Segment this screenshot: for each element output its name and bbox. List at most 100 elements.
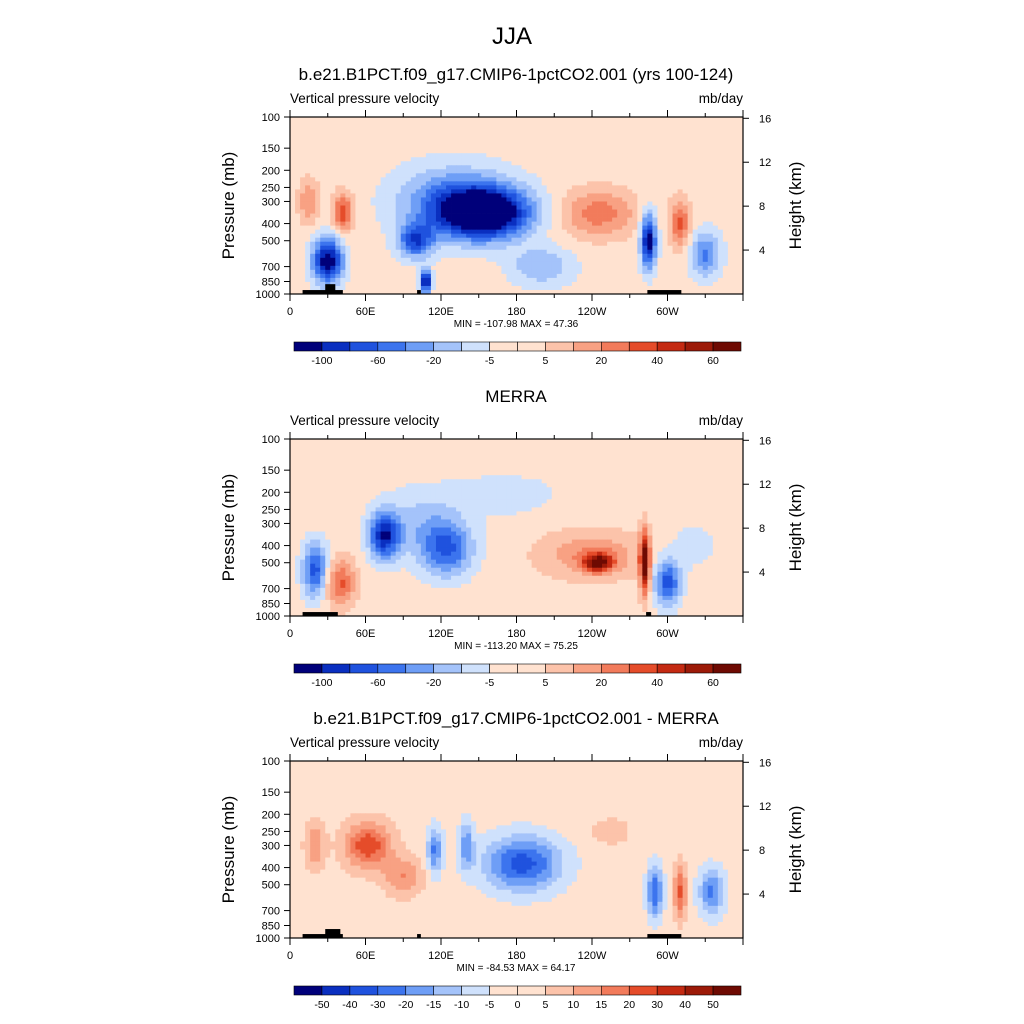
field-cell xyxy=(727,185,734,190)
field-cell xyxy=(476,237,482,243)
field-cell xyxy=(697,209,704,214)
field-cell xyxy=(672,173,678,178)
field-cell xyxy=(315,177,321,182)
field-cell xyxy=(441,229,447,235)
field-cell xyxy=(521,237,527,243)
field-cell xyxy=(340,289,346,295)
field-cell xyxy=(305,277,311,283)
field-cell xyxy=(712,443,719,448)
field-cell xyxy=(435,125,442,130)
field-cell xyxy=(622,221,628,227)
field-cell xyxy=(300,475,306,480)
field-cell xyxy=(622,451,628,456)
field-cell xyxy=(607,213,613,218)
field-cell xyxy=(345,233,351,239)
field-cell xyxy=(425,141,432,146)
field-cell xyxy=(355,145,361,150)
field-cell xyxy=(657,451,663,456)
field-cell xyxy=(521,217,527,222)
field-cell xyxy=(541,475,548,480)
field-cell xyxy=(355,265,361,271)
field-cell xyxy=(597,157,603,162)
field-cell xyxy=(295,265,301,271)
field-cell xyxy=(360,217,366,222)
field-cell xyxy=(607,161,613,166)
field-cell xyxy=(617,157,623,162)
field-cell xyxy=(420,125,427,130)
field-cell xyxy=(466,165,472,170)
field-cell xyxy=(652,265,658,271)
field-cell xyxy=(546,157,553,162)
field-cell xyxy=(290,447,296,452)
field-cell xyxy=(697,201,704,206)
field-cell xyxy=(602,471,608,476)
field-cell xyxy=(501,253,507,259)
field-cell xyxy=(697,221,704,227)
field-cell xyxy=(511,241,517,247)
field-cell xyxy=(672,241,678,247)
field-cell xyxy=(456,467,462,472)
field-cell xyxy=(727,265,734,271)
field-cell xyxy=(491,455,497,460)
field-cell xyxy=(491,165,497,170)
field-cell xyxy=(405,285,412,291)
field-cell xyxy=(697,289,704,295)
field-cell xyxy=(461,289,467,295)
field-cell xyxy=(380,439,387,444)
field-cell xyxy=(380,137,387,142)
field-cell xyxy=(541,261,548,267)
field-cell xyxy=(612,121,618,126)
field-cell xyxy=(737,467,744,472)
field-cell xyxy=(642,439,648,444)
field-cell xyxy=(446,149,452,154)
field-cell xyxy=(521,177,527,182)
field-cell xyxy=(370,455,376,460)
field-cell xyxy=(732,475,739,480)
field-cell xyxy=(622,257,628,263)
field-cell xyxy=(662,217,668,222)
field-cell xyxy=(612,463,618,468)
field-cell xyxy=(456,443,462,448)
field-cell xyxy=(300,265,306,271)
field-cell xyxy=(380,149,387,154)
field-cell xyxy=(420,439,427,444)
field-cell xyxy=(320,455,326,460)
field-cell xyxy=(330,169,336,174)
field-cell xyxy=(737,201,744,206)
field-cell xyxy=(702,137,709,142)
field-cell xyxy=(717,205,724,210)
field-cell xyxy=(405,181,412,186)
field-cell xyxy=(385,157,392,162)
field-cell xyxy=(370,121,376,126)
field-cell xyxy=(335,221,341,227)
field-cell xyxy=(546,273,553,279)
field-cell xyxy=(546,459,553,464)
field-cell xyxy=(602,463,608,468)
field-cell xyxy=(415,479,422,484)
field-cell xyxy=(506,201,512,206)
field-cell xyxy=(617,233,623,239)
field-cell xyxy=(677,281,683,287)
field-cell xyxy=(627,277,633,283)
field-cell xyxy=(360,185,366,190)
field-cell xyxy=(335,153,341,158)
field-cell xyxy=(722,197,729,202)
field-cell xyxy=(446,153,452,158)
field-cell xyxy=(707,185,714,190)
field-cell xyxy=(712,475,719,480)
field-cell xyxy=(652,221,658,227)
field-cell xyxy=(290,133,296,138)
field-cell xyxy=(446,125,452,130)
field-cell xyxy=(702,281,709,287)
field-cell xyxy=(566,181,573,186)
field-cell xyxy=(415,459,422,464)
field-cell xyxy=(682,201,689,206)
field-cell xyxy=(576,137,583,142)
field-cell xyxy=(481,471,487,476)
field-cell xyxy=(597,173,603,178)
field-cell xyxy=(551,281,558,287)
field-cell xyxy=(420,241,427,247)
field-cell xyxy=(425,225,432,231)
field-cell xyxy=(425,205,432,210)
field-cell xyxy=(486,265,492,271)
